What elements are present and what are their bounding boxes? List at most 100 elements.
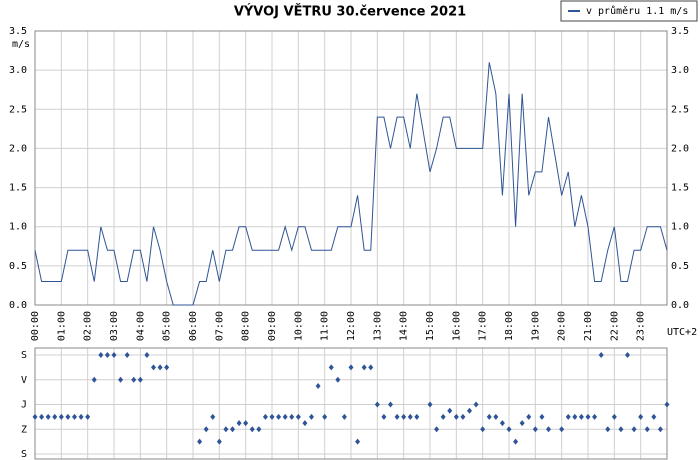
direction-point [388, 401, 393, 408]
y-tick-label: 3.5 [9, 26, 27, 37]
direction-point [302, 420, 308, 427]
direction-point [539, 413, 545, 420]
direction-point [546, 426, 551, 433]
direction-point [269, 413, 275, 420]
direction-point [289, 413, 295, 420]
x-tick-label: 12:00 [346, 311, 357, 341]
direction-point [513, 438, 519, 445]
x-tick-label: 09:00 [267, 311, 278, 341]
direction-point [657, 426, 663, 433]
y-tick-label: Z [21, 424, 27, 435]
y-tick-label: 3.0 [9, 65, 27, 76]
direction-point [638, 413, 644, 420]
direction-point [236, 420, 242, 427]
direction-point [203, 426, 209, 433]
direction-point [355, 438, 361, 445]
y-tick-label: V [21, 375, 27, 386]
direction-point [118, 376, 124, 383]
y-tick-label-right: 1.5 [671, 183, 689, 194]
x-tick-label: 04:00 [135, 311, 146, 341]
direction-point [565, 413, 571, 420]
direction-point [216, 438, 222, 445]
y-tick-label-right: 1.0 [671, 222, 689, 233]
x-tick-label: 07:00 [214, 311, 225, 341]
direction-point [381, 413, 387, 420]
x-tick-label: 14:00 [399, 311, 410, 341]
direction-point [572, 413, 578, 420]
x-tick-label: 06:00 [188, 311, 199, 341]
direction-point [401, 413, 407, 420]
x-tick-label: 23:00 [636, 311, 647, 341]
y-tick-label: 0.0 [9, 300, 27, 311]
plot-frame [34, 30, 668, 306]
y-tick-label: 2.5 [9, 104, 27, 115]
x-tick-label: 20:00 [557, 311, 568, 341]
direction-point [585, 413, 591, 420]
y-tick-label: S [21, 350, 27, 361]
direction-point [45, 413, 51, 420]
direction-point [519, 420, 525, 427]
direction-point [335, 376, 341, 383]
direction-point [295, 413, 301, 420]
direction-point [532, 426, 538, 433]
y-tick-label-right: 3.5 [671, 26, 689, 37]
direction-point [605, 426, 611, 433]
direction-point [611, 413, 617, 420]
direction-point [164, 364, 170, 371]
x-tick-label: 15:00 [425, 311, 436, 341]
wind-speed-line [34, 62, 668, 306]
y-tick-label: 2.0 [9, 143, 27, 154]
x-tick-label: 19:00 [530, 311, 541, 341]
y-tick-label: J [21, 400, 27, 411]
direction-point [440, 413, 446, 420]
x-tick-label: 13:00 [372, 311, 383, 341]
chart-title: VÝVOJ VĚTRU 30.července 2021 [234, 4, 466, 20]
x-tick-label: 11:00 [320, 311, 331, 341]
y-tick-label: S [21, 449, 27, 460]
direction-point [72, 413, 77, 420]
direction-point [262, 413, 268, 420]
direction-point [276, 413, 282, 420]
direction-point [151, 364, 156, 371]
direction-point [473, 401, 479, 408]
x-tick-label: 16:00 [451, 311, 462, 341]
y-tick-label-right: 2.0 [671, 143, 689, 154]
direction-point [249, 426, 255, 433]
direction-point [394, 413, 400, 420]
direction-point [493, 413, 499, 420]
legend-box [560, 0, 698, 22]
direction-point [341, 413, 347, 420]
direction-point [578, 413, 584, 420]
direction-point [407, 413, 413, 420]
y-tick-label-right: 0.0 [671, 300, 689, 311]
y-axis-label: m/s [12, 39, 30, 50]
direction-point [618, 426, 624, 433]
x-tick-label: 22:00 [609, 311, 620, 341]
direction-point [414, 413, 420, 420]
direction-point [499, 420, 505, 427]
direction-point [243, 420, 249, 427]
direction-point [197, 438, 203, 445]
y-tick-label: 0.5 [9, 261, 27, 272]
direction-point [559, 426, 565, 433]
y-tick-label: 1.0 [9, 222, 27, 233]
direction-point [434, 426, 440, 433]
direction-point [625, 352, 630, 358]
direction-point [526, 413, 532, 420]
x-tick-label: 18:00 [504, 311, 515, 341]
direction-point [361, 364, 367, 371]
direction-point [322, 413, 328, 420]
direction-point [137, 376, 143, 383]
direction-point [32, 413, 38, 420]
direction-point [664, 401, 670, 408]
direction-point [256, 426, 262, 433]
direction-point [223, 426, 229, 433]
direction-point [39, 413, 45, 420]
x-tick-label: 10:00 [293, 311, 304, 341]
direction-point [368, 364, 374, 371]
direction-point [210, 413, 216, 420]
direction-point [131, 376, 137, 383]
legend-label: v průměru 1.1 m/s [586, 5, 688, 17]
x-tick-label: 01:00 [56, 311, 67, 341]
direction-point [427, 401, 433, 408]
